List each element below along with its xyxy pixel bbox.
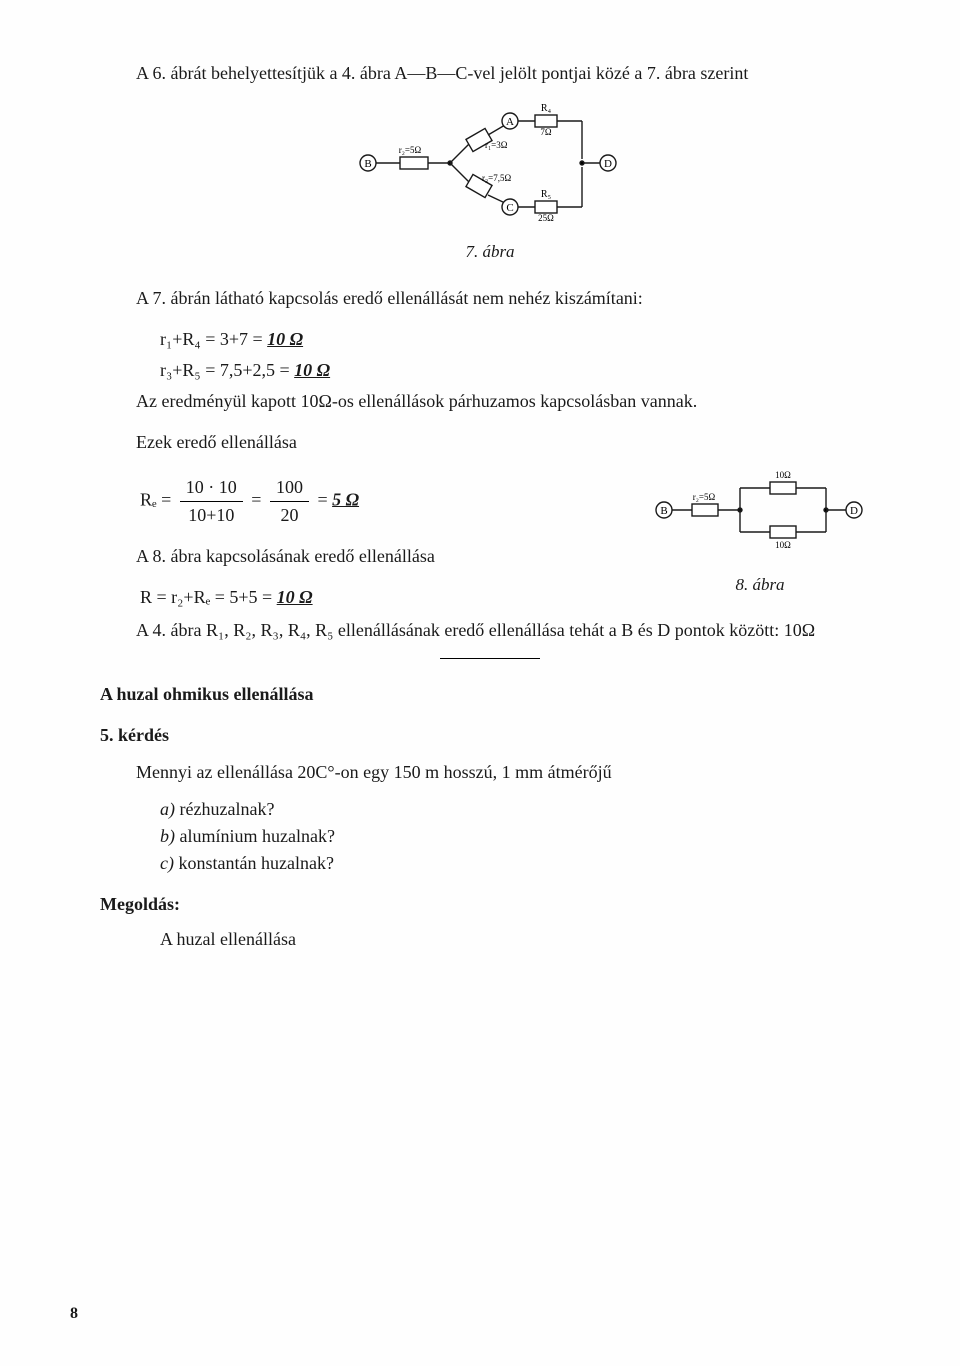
- para-eredo: Ezek eredő ellenállása: [100, 429, 880, 456]
- intro-paragraph: A 6. ábrát behelyettesítjük a 4. ábra A—…: [100, 60, 880, 87]
- eq-r3R5-res: 10 Ω: [294, 360, 330, 380]
- eq-R: R = r₂+Rₑ = 5+5 = 10 Ω: [140, 584, 620, 611]
- fig8-node-d: D: [850, 505, 858, 517]
- opt-b-text: alumínium huzalnak?: [175, 826, 335, 846]
- frac2-num: 100: [270, 474, 309, 502]
- eq-eq2: =: [317, 489, 332, 509]
- R4-label: R₄: [541, 103, 552, 114]
- node-b-label: B: [364, 158, 371, 170]
- solution-label: Megoldás:: [100, 891, 880, 918]
- calc-intro: A 7. ábrán látható kapcsolás eredő ellen…: [100, 285, 880, 312]
- frac1-num: 10 · 10: [180, 474, 243, 502]
- fig7-caption: 7. ábra: [100, 239, 880, 265]
- frac2-den: 20: [270, 502, 309, 529]
- fig8-svg: B r₂=5Ω 10Ω 10Ω: [650, 470, 870, 550]
- question-5-options: a) rézhuzalnak? b) alumínium huzalnak? c…: [160, 796, 880, 877]
- r3-label: r₃=7,5Ω: [482, 173, 511, 183]
- fig7-svg: B r₂=5Ω r₁=3Ω A r₃=7,5Ω C: [350, 103, 630, 223]
- opt-c: c) konstantán huzalnak?: [160, 850, 880, 877]
- eq-r1R4-lhs: r₁+R₄ = 3+7 =: [160, 329, 267, 349]
- solution-text: A huzal ellenállása: [160, 926, 880, 953]
- R5-label: R₅: [541, 189, 551, 200]
- eq-Re: Rₑ = 10 · 10 10+10 = 100 20 = 5 Ω: [140, 474, 620, 529]
- R4-value: 7Ω: [540, 127, 552, 137]
- frac2: 100 20: [270, 474, 309, 529]
- section-title-huzal: A huzal ohmikus ellenállása: [100, 681, 880, 708]
- opt-a-label: a): [160, 799, 175, 819]
- frac1: 10 · 10 10+10: [180, 474, 243, 529]
- fig8-node-b: B: [660, 505, 667, 517]
- opt-b-label: b): [160, 826, 175, 846]
- opt-a: a) rézhuzalnak?: [160, 796, 880, 823]
- para-parallel: Az eredményül kapott 10Ω-os ellenállások…: [100, 388, 880, 415]
- eq-Re-lhs: Rₑ =: [140, 489, 176, 509]
- node-d-label: D: [604, 158, 612, 170]
- para-fig8-eredo: A 8. ábra kapcsolásának eredő ellenállás…: [100, 543, 620, 570]
- r2-label: r₂=5Ω: [399, 145, 422, 155]
- eq-R-lhs: R = r₂+Rₑ = 5+5 =: [140, 587, 277, 607]
- opt-c-label: c): [160, 853, 174, 873]
- fig8-r2: r₂=5Ω: [693, 492, 716, 502]
- eq-Re-res: 5 Ω: [332, 489, 359, 509]
- page-number: 8: [70, 1302, 78, 1326]
- eq-r1R4: r₁+R₄ = 3+7 = 10 Ω: [160, 326, 880, 353]
- R5-value: 25Ω: [538, 213, 554, 223]
- fig8-Rtop: 10Ω: [775, 470, 791, 480]
- eq-R-res: 10 Ω: [277, 587, 313, 607]
- node-a-label: A: [506, 116, 514, 128]
- question-5-text: Mennyi az ellenállása 20C°-on egy 150 m …: [136, 759, 880, 786]
- frac1-den: 10+10: [180, 502, 243, 529]
- eq-eq1: =: [251, 489, 266, 509]
- eq-and-fig8-row: Rₑ = 10 · 10 10+10 = 100 20 = 5 Ω A 8. á…: [100, 470, 880, 618]
- eq-r3R5-lhs: r₃+R₅ = 7,5+2,5 =: [160, 360, 294, 380]
- eq-r3R5: r₃+R₅ = 7,5+2,5 = 10 Ω: [160, 357, 880, 384]
- r1-label: r₁=3Ω: [485, 140, 508, 150]
- figure-7: B r₂=5Ω r₁=3Ω A r₃=7,5Ω C: [100, 103, 880, 231]
- opt-c-text: konstantán huzalnak?: [174, 853, 334, 873]
- fig8-Rbot: 10Ω: [775, 540, 791, 550]
- conclusion-para: A 4. ábra R₁, R₂, R₃, R₄, R₅ ellenállásá…: [100, 617, 880, 644]
- fig8-caption: 8. ábra: [640, 572, 880, 598]
- opt-a-text: rézhuzalnak?: [175, 799, 274, 819]
- divider: [440, 658, 540, 659]
- eq-r1R4-res: 10 Ω: [267, 329, 303, 349]
- opt-b: b) alumínium huzalnak?: [160, 823, 880, 850]
- node-c-label: C: [506, 202, 513, 214]
- question-5-label: 5. kérdés: [100, 722, 880, 749]
